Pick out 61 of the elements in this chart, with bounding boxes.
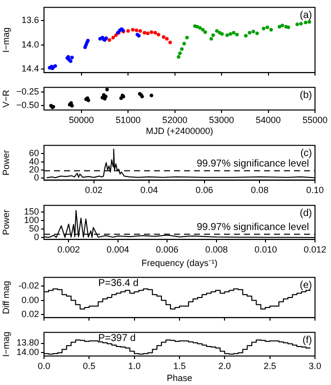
x-tick-label: 0.08 (250, 185, 268, 196)
y-tick-label: 100 (24, 215, 39, 226)
annotation: P=36.4 d (98, 278, 139, 290)
y-tick-label: 0 (34, 232, 39, 242)
annotation: (c) (300, 148, 312, 160)
y-tick-label: 13.80 (16, 338, 39, 348)
x-tick-label: 50000 (68, 114, 94, 125)
y-tick-label: 20 (28, 164, 39, 174)
x-tick-label: 1.0 (128, 360, 141, 371)
x-tick-label: 2.0 (218, 360, 231, 371)
x-tick-label: 0.5 (82, 360, 96, 371)
ref-line-label: 99.97% significance level (196, 222, 309, 234)
y-tick-label: 0 (34, 172, 39, 183)
annotation: (a) (300, 10, 312, 22)
y-tick-label: 14.4 (21, 63, 39, 74)
y-tick-label: 60 (28, 148, 39, 158)
x-tick-label: 53000 (209, 114, 234, 125)
annotation: (b) (300, 90, 312, 102)
x-axis-title: MJD (+2400000) (146, 126, 214, 136)
y-tick-label: −0.25 (16, 86, 39, 97)
x-axis-title: Phase (166, 373, 192, 384)
annotation: P=397 d (98, 333, 136, 344)
y-axis-title: V−R (0, 89, 11, 108)
y-tick-label: 0.02 (21, 309, 39, 320)
y-tick-label: 40 (28, 156, 39, 166)
annotation: (d) (300, 208, 312, 220)
x-tick-label: 2.5 (264, 360, 276, 371)
y-axis-title: Diff mag (0, 280, 11, 314)
x-tick-label: 0.008 (205, 244, 228, 254)
x-tick-label: 0.010 (254, 244, 277, 254)
x-tick-label: 0.10 (306, 185, 324, 196)
x-tick-label: 0.002 (57, 244, 80, 254)
y-tick-label: 14.00 (16, 347, 39, 358)
annotation: (e) (300, 280, 312, 292)
x-tick-label: 54000 (256, 114, 281, 125)
y-tick-label: -0.02 (18, 280, 39, 290)
y-tick-label: 0.00 (21, 294, 39, 305)
ref-line-label: 99.97% significance level (196, 158, 309, 170)
x-tick-label: 0.006 (156, 244, 178, 254)
y-tick-label: −0.50 (16, 100, 39, 110)
y-axis-title: I−mag (0, 332, 11, 357)
y-axis-title: I−mag (0, 27, 11, 53)
x-tick-label: 1.5 (173, 360, 186, 371)
y-tick-label: 13.6 (21, 15, 39, 26)
x-tick-label: 0.0 (38, 360, 50, 371)
x-tick-label: 0.004 (106, 244, 130, 254)
y-tick-label: 50 (28, 224, 39, 234)
x-tick-label: 55000 (302, 114, 328, 125)
y-tick-label: 150 (24, 206, 39, 217)
x-tick-label: 3.0 (308, 360, 322, 371)
y-axis-title: Power (0, 150, 11, 176)
x-tick-label: 52000 (162, 114, 188, 125)
y-axis-title: Power (0, 210, 11, 236)
y-tick-label: 14.0 (21, 39, 39, 50)
x-tick-label: 0.04 (140, 185, 158, 196)
x-tick-label: 0.012 (304, 244, 326, 254)
x-tick-label: 51000 (116, 114, 141, 125)
annotation: (f) (302, 335, 312, 346)
x-axis-title: Frequency (days⁻¹) (141, 258, 218, 268)
x-tick-label: 0.02 (85, 185, 103, 196)
x-tick-label: 0.06 (196, 185, 214, 196)
